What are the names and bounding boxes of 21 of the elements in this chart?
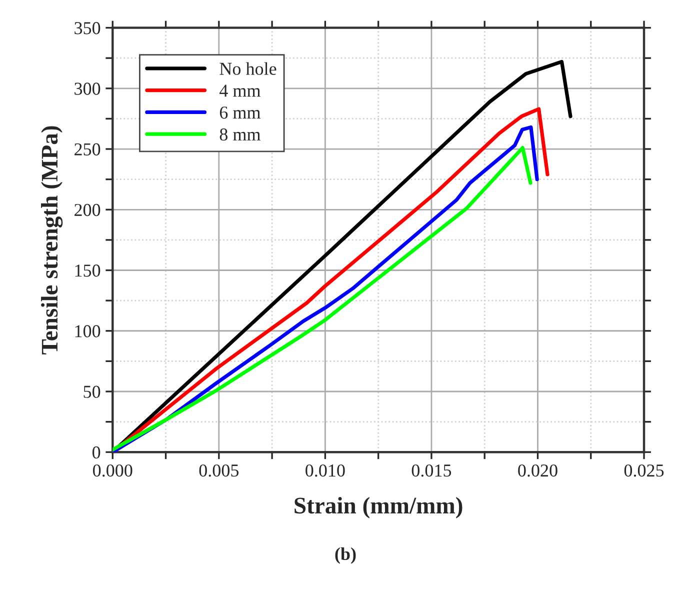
x-tick-label: 0.025 xyxy=(624,464,664,477)
y-tick-label: 250 xyxy=(74,143,100,156)
x-axis-title: Strain (mm/mm) xyxy=(294,496,462,518)
y-tick-label: 150 xyxy=(75,264,100,277)
y-tick-label: 200 xyxy=(74,204,100,216)
y-tick-label: 50 xyxy=(84,386,100,398)
y-tick-label: 350 xyxy=(74,22,100,34)
x-tick-label: 0.015 xyxy=(412,464,452,477)
x-tick-label: 0.020 xyxy=(518,464,558,477)
legend-label: No hole xyxy=(220,62,276,75)
x-tick-label: 0.010 xyxy=(306,464,345,477)
text: (b) xyxy=(335,547,356,564)
legend-label: 4 mm xyxy=(220,84,261,97)
legend-label: 8 mm xyxy=(220,128,261,141)
legend-label: 6 mm xyxy=(220,106,261,119)
y-tick-label: 300 xyxy=(74,82,100,95)
x-tick-label: 0.005 xyxy=(199,464,239,477)
y-tick-label: 100 xyxy=(75,325,100,338)
x-tick-label: 0.000 xyxy=(93,464,132,477)
y-axis-title: Tensile strength (MPa) xyxy=(41,126,63,354)
y-tick-label: 0 xyxy=(92,446,100,459)
